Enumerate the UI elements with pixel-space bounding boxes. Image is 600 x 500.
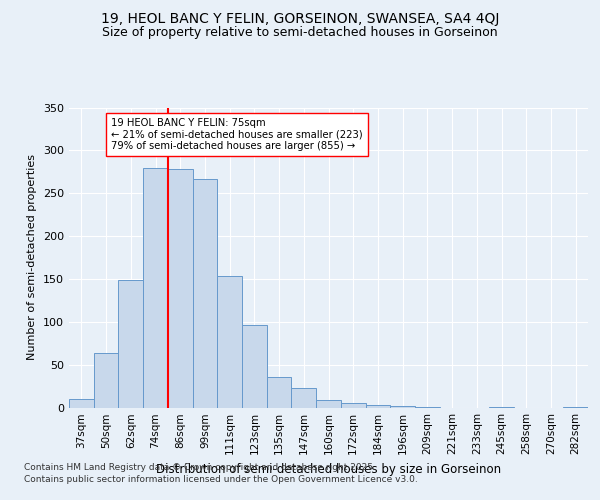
Bar	[341, 403, 365, 407]
Bar	[563, 406, 588, 408]
X-axis label: Distribution of semi-detached houses by size in Gorseinon: Distribution of semi-detached houses by …	[156, 463, 501, 476]
Bar	[267, 376, 292, 408]
Bar	[118, 280, 143, 407]
Text: Size of property relative to semi-detached houses in Gorseinon: Size of property relative to semi-detach…	[102, 26, 498, 39]
Bar	[415, 406, 440, 408]
Bar	[168, 169, 193, 408]
Bar	[292, 388, 316, 407]
Bar	[390, 406, 415, 407]
Bar	[316, 400, 341, 407]
Bar	[489, 406, 514, 408]
Bar	[143, 168, 168, 408]
Bar	[365, 405, 390, 407]
Bar	[193, 178, 217, 408]
Bar	[69, 399, 94, 407]
Text: Contains HM Land Registry data © Crown copyright and database right 2025.: Contains HM Land Registry data © Crown c…	[24, 462, 376, 471]
Text: 19, HEOL BANC Y FELIN, GORSEINON, SWANSEA, SA4 4QJ: 19, HEOL BANC Y FELIN, GORSEINON, SWANSE…	[101, 12, 499, 26]
Text: 19 HEOL BANC Y FELIN: 75sqm
← 21% of semi-detached houses are smaller (223)
79% : 19 HEOL BANC Y FELIN: 75sqm ← 21% of sem…	[111, 118, 362, 151]
Bar	[94, 352, 118, 408]
Bar	[242, 325, 267, 407]
Text: Contains public sector information licensed under the Open Government Licence v3: Contains public sector information licen…	[24, 475, 418, 484]
Bar	[217, 276, 242, 407]
Y-axis label: Number of semi-detached properties: Number of semi-detached properties	[28, 154, 37, 360]
